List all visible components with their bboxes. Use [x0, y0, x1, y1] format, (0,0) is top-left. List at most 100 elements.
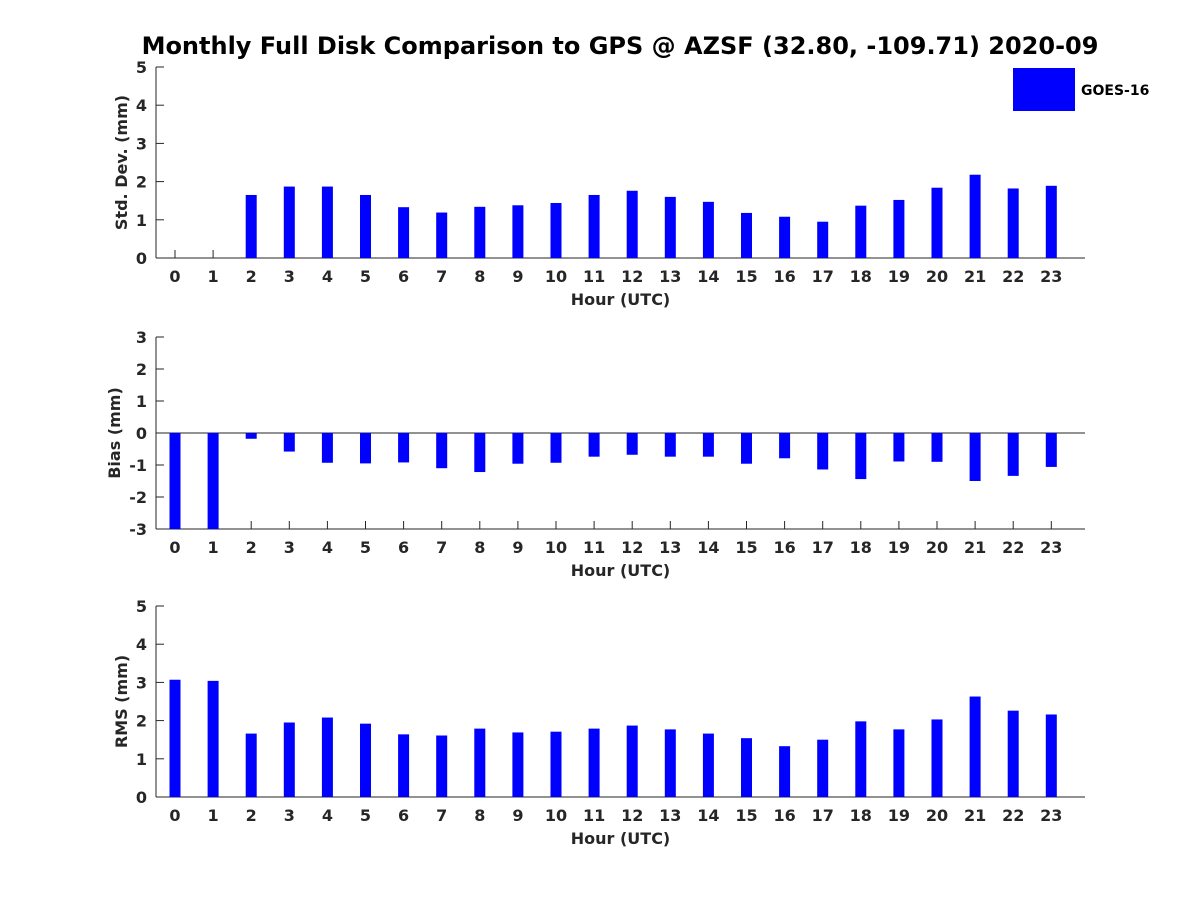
x-tick-label: 16	[773, 538, 795, 557]
x-tick-label: 12	[621, 267, 643, 286]
x-tick-label: 3	[284, 267, 295, 286]
bar	[626, 433, 638, 455]
bar	[702, 733, 714, 797]
bar	[436, 735, 448, 797]
bar	[664, 196, 676, 258]
bar	[207, 680, 219, 797]
x-tick-label: 12	[621, 538, 643, 557]
bar	[360, 433, 371, 464]
x-tick-label: 7	[436, 538, 447, 557]
bar	[169, 679, 181, 797]
bar	[474, 206, 486, 258]
bar	[626, 725, 638, 797]
y-tick-label: 2	[136, 173, 147, 192]
bar	[550, 433, 562, 463]
bar	[588, 728, 600, 797]
bar	[398, 433, 410, 463]
y-tick-label: 0	[136, 249, 147, 268]
bar	[245, 433, 257, 439]
bar	[931, 433, 943, 462]
bar	[702, 433, 714, 457]
x-tick-label: 19	[888, 806, 910, 825]
x-tick-label: 18	[850, 806, 872, 825]
x-tick-label: 13	[659, 538, 681, 557]
bar	[321, 433, 333, 463]
x-tick-label: 18	[850, 538, 872, 557]
bar	[779, 216, 791, 258]
x-tick-label: 22	[1002, 806, 1024, 825]
bar	[588, 194, 600, 258]
bar	[664, 729, 676, 797]
x-tick-label: 10	[545, 538, 567, 557]
x-tick-label: 17	[812, 267, 834, 286]
bar	[283, 722, 295, 797]
x-tick-label: 5	[360, 538, 371, 557]
bar	[169, 433, 181, 529]
y-tick-label: 2	[136, 360, 147, 379]
legend: GOES-16	[1013, 68, 1149, 111]
x-tick-label: 2	[246, 538, 257, 557]
x-tick-label: 15	[735, 538, 757, 557]
x-tick-label: 11	[583, 267, 605, 286]
y-tick-label: 3	[136, 673, 147, 692]
bar	[969, 433, 981, 481]
bar	[626, 190, 638, 258]
bar	[1007, 710, 1019, 797]
bar	[321, 186, 333, 258]
x-tick-label: 10	[545, 267, 567, 286]
bar	[931, 719, 943, 797]
bar	[512, 205, 524, 258]
x-tick-label: 19	[888, 538, 910, 557]
y-tick-label: 3	[136, 328, 147, 347]
x-axis-label: Hour (UTC)	[571, 561, 671, 580]
y-tick-label: 4	[136, 96, 147, 115]
x-tick-label: 0	[169, 806, 180, 825]
x-tick-label: 14	[697, 806, 719, 825]
x-tick-label: 21	[964, 538, 986, 557]
bar	[741, 212, 752, 258]
bar	[512, 732, 524, 797]
x-tick-label: 19	[888, 267, 910, 286]
bar	[779, 433, 791, 459]
y-tick-label: -2	[129, 488, 147, 507]
x-tick-label: 17	[812, 538, 834, 557]
bar	[855, 433, 867, 480]
y-tick-label: 4	[136, 635, 147, 654]
bar	[550, 202, 562, 258]
bar	[893, 729, 905, 797]
bar	[1045, 185, 1057, 258]
bar	[207, 433, 219, 529]
bar	[360, 194, 371, 258]
y-tick-label: 3	[136, 134, 147, 153]
x-tick-label: 5	[360, 267, 371, 286]
x-tick-label: 20	[926, 267, 948, 286]
bar	[1007, 433, 1019, 476]
bar	[245, 733, 257, 797]
y-tick-label: 0	[136, 788, 147, 807]
bar	[550, 731, 562, 797]
x-tick-label: 1	[208, 806, 219, 825]
bar	[245, 194, 257, 258]
bar	[398, 734, 410, 797]
x-tick-label: 15	[735, 267, 757, 286]
x-tick-label: 3	[284, 538, 295, 557]
x-tick-label: 10	[545, 806, 567, 825]
bar	[893, 199, 905, 258]
x-tick-label: 5	[360, 806, 371, 825]
x-tick-label: 8	[474, 806, 485, 825]
bar	[817, 221, 829, 258]
bar	[436, 433, 448, 469]
x-tick-label: 4	[322, 538, 333, 557]
y-tick-label: -1	[129, 456, 147, 475]
bar	[436, 212, 448, 258]
chart-title: Monthly Full Disk Comparison to GPS @ AZ…	[142, 32, 1099, 60]
x-tick-label: 7	[436, 806, 447, 825]
bar	[1045, 433, 1057, 467]
x-tick-label: 11	[583, 538, 605, 557]
x-tick-label: 9	[512, 806, 523, 825]
x-tick-label: 16	[773, 267, 795, 286]
x-tick-label: 20	[926, 538, 948, 557]
bar	[283, 433, 295, 452]
